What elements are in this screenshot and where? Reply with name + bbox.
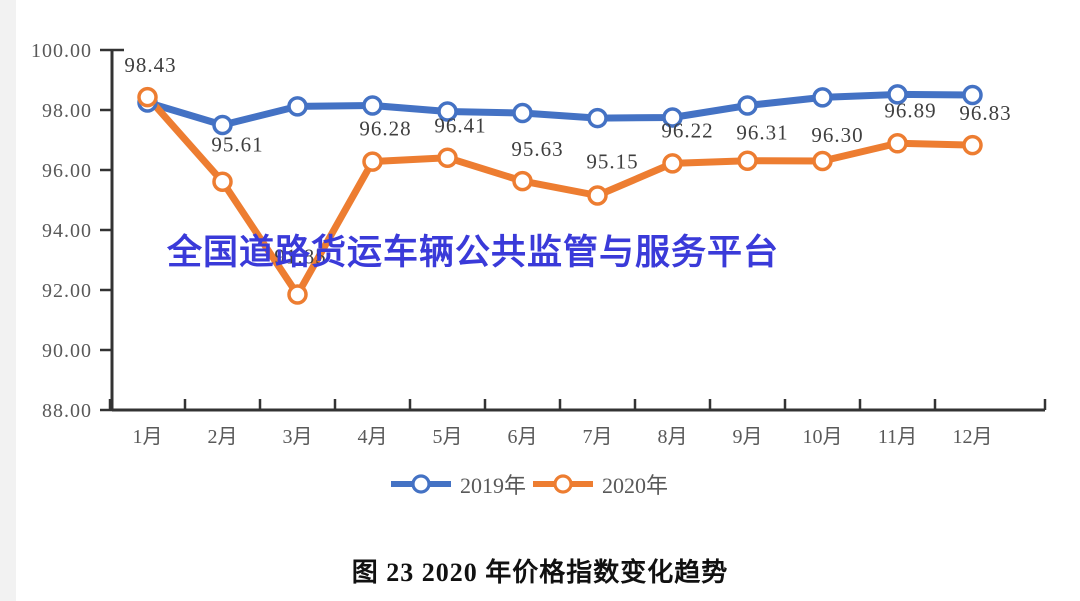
xtick-label-12月: 12月 — [953, 426, 993, 448]
ytick-label-88.00: 88.00 — [42, 400, 92, 422]
legend-item-2020: 2020年 — [530, 468, 668, 500]
data-label-2020年-10月: 96.30 — [811, 123, 863, 147]
series-line-2019年 — [144, 90, 976, 129]
data-label-2020年-6月: 95.63 — [511, 137, 563, 161]
xtick-label-9月: 9月 — [733, 426, 763, 448]
legend-label-2019: 2019年 — [459, 473, 526, 498]
xtick-label-8月: 8月 — [658, 426, 688, 448]
xtick-label-7月: 7月 — [583, 426, 613, 448]
xtick-label-6月: 6月 — [508, 426, 538, 448]
ytick-label-92.00: 92.00 — [42, 280, 92, 302]
legend-item-2019: 2019年 — [388, 468, 526, 500]
data-label-2020年-9月: 96.31 — [736, 121, 788, 145]
data-point-2020年-2月 — [212, 171, 233, 192]
data-point-2019年-4月 — [362, 95, 383, 116]
data-point-2019年-12月 — [962, 84, 983, 106]
legend-label-2020: 2020年 — [602, 473, 669, 498]
data-label-2020年-8月: 96.22 — [661, 118, 713, 142]
xtick-label-5月: 5月 — [433, 426, 463, 448]
data-point-2020年-11月 — [887, 133, 908, 154]
data-point-2019年-10月 — [812, 87, 833, 108]
data-point-2020年-9月 — [737, 150, 758, 171]
data-point-2020年-1月 — [137, 86, 158, 108]
data-point-2019年-11月 — [887, 84, 908, 105]
data-label-2020年-2月: 95.61 — [211, 133, 263, 157]
data-point-2019年-6月 — [512, 102, 533, 124]
series-line-2020年 — [144, 93, 976, 298]
data-point-2019年-5月 — [437, 101, 458, 122]
data-point-2020年-4月 — [362, 151, 383, 172]
figure-caption: 图 23 2020 年价格指数变化趋势 — [351, 558, 729, 587]
data-point-2020年-8月 — [662, 153, 683, 174]
data-label-2020年-11月: 96.89 — [884, 98, 936, 122]
data-label-2020年-5月: 96.41 — [434, 114, 486, 138]
data-point-2019年-8月 — [662, 107, 683, 128]
data-point-2019年-9月 — [737, 95, 758, 116]
ytick-label-100.00: 100.00 — [31, 40, 92, 62]
xtick-label-2月: 2月 — [208, 426, 238, 448]
price-index-line-chart: 100.00 98.00 96.00 94.00 92.00 90.00 88.00 1月 2月… — [31, 40, 1047, 448]
xtick-label-3月: 3月 — [283, 426, 313, 448]
legend-marker-2019 — [390, 474, 451, 494]
xtick-label-1月: 1月 — [133, 426, 163, 448]
ytick-label-98.00: 98.00 — [42, 100, 92, 122]
data-label-2020年-12月: 96.83 — [959, 101, 1011, 125]
data-label-2020年-1月: 98.43 — [124, 53, 176, 77]
xtick-label-4月: 4月 — [358, 426, 388, 448]
data-label-2020年-4月: 96.28 — [359, 117, 411, 141]
xtick-label-11月: 11月 — [878, 426, 917, 448]
ytick-label-96.00: 96.00 — [42, 160, 92, 182]
data-point-2020年-5月 — [437, 147, 458, 168]
chart-legend: 2019年 2020年 — [0, 468, 1080, 500]
data-point-2019年-3月 — [287, 96, 308, 117]
data-point-2019年-2月 — [212, 114, 233, 136]
data-point-2019年-7月 — [587, 107, 608, 129]
data-label-2020年-3月: 91.85 — [274, 245, 326, 269]
data-label-2020年-7月: 95.15 — [586, 150, 638, 174]
page-left-margin — [0, 0, 16, 601]
data-point-2020年-7月 — [587, 185, 608, 206]
legend-marker-2020 — [533, 474, 593, 494]
data-point-2020年-10月 — [812, 150, 833, 172]
ytick-label-90.00: 90.00 — [42, 340, 92, 362]
data-point-2020年-12月 — [962, 134, 983, 156]
data-point-2020年-6月 — [512, 170, 533, 192]
data-point-2020年-3月 — [287, 284, 308, 305]
xtick-label-10月: 10月 — [803, 426, 843, 448]
ytick-label-94.00: 94.00 — [42, 220, 92, 242]
